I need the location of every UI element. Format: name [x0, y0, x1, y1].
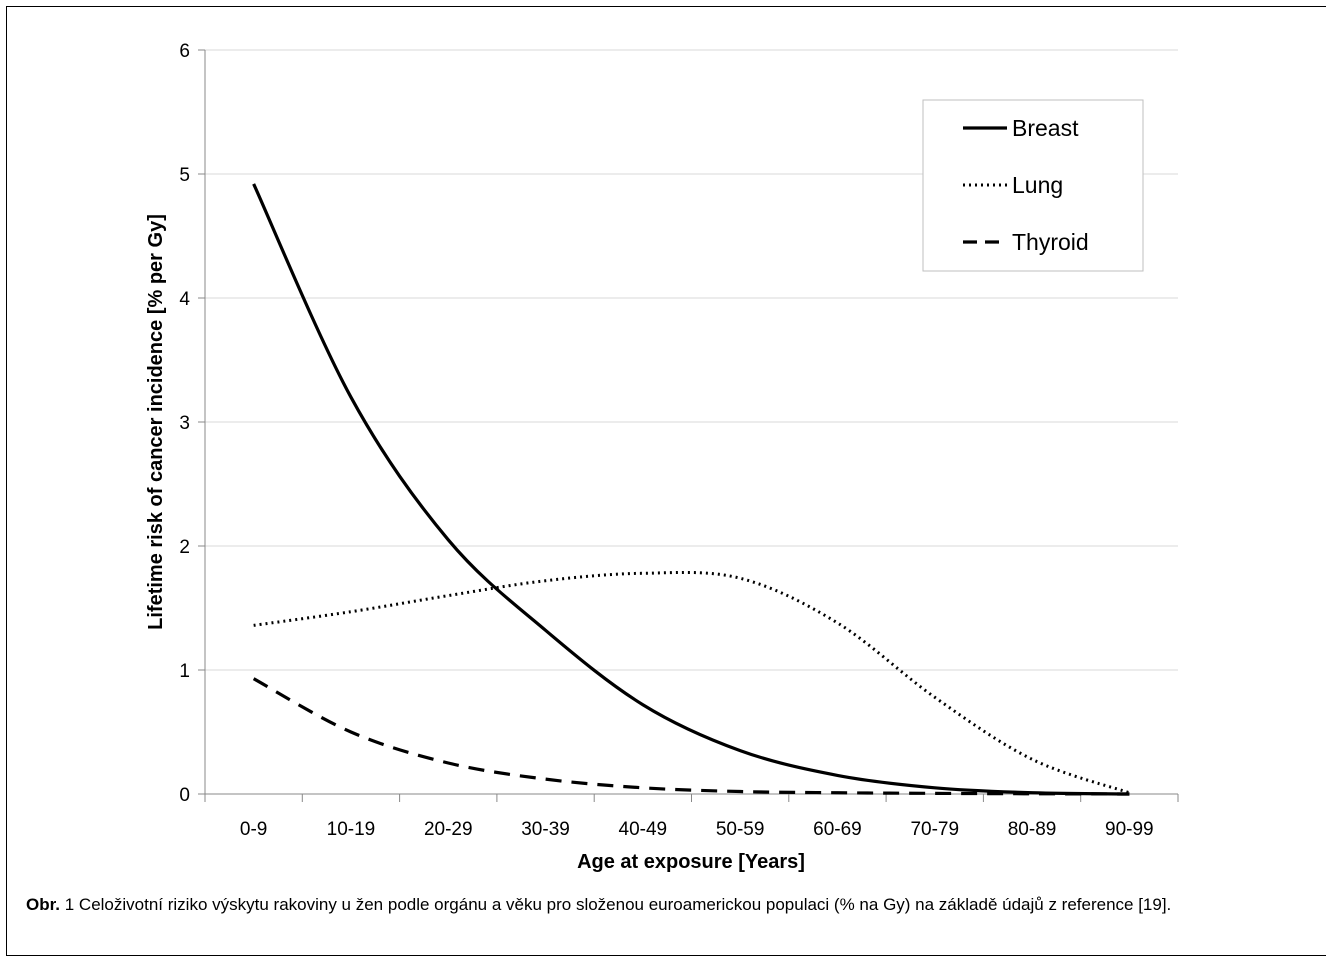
series-line-thyroid	[252, 677, 1130, 796]
legend-label-lung: Lung	[1012, 172, 1063, 198]
y-axis-title: Lifetime risk of cancer incidence [% per…	[145, 214, 167, 630]
x-tick-label: 30-39	[521, 819, 570, 840]
x-tick-label: 0-9	[240, 819, 267, 840]
x-tick-label: 60-69	[813, 819, 862, 840]
gridlines	[205, 49, 1178, 671]
legend-box	[922, 99, 1144, 272]
y-tick-label: 0	[179, 785, 190, 806]
legend-label-breast: Breast	[1012, 115, 1079, 141]
x-tick-label: 70-79	[910, 819, 959, 840]
legend-label-thyroid: Thyroid	[1012, 229, 1089, 255]
x-tick-labels: 0-9 10-19 20-29 30-39 40-49 50-59 60-69 70-79 80…	[240, 819, 1154, 840]
y-tick-label: 5	[179, 165, 190, 186]
caption-label: Obr.	[26, 895, 61, 914]
x-tick-label: 20-29	[424, 819, 473, 840]
caption-text: 1 Celoživotní riziko výskytu rakoviny u …	[60, 895, 1172, 914]
x-axis-title: Age at exposure [Years]	[577, 851, 805, 873]
y-tick-label: 4	[179, 289, 190, 310]
figure-caption: Obr. 1 Celoživotní riziko výskytu rakovi…	[26, 893, 1326, 916]
y-tick-label: 2	[179, 537, 190, 558]
x-tick-label: 10-19	[327, 819, 376, 840]
series-line-lung	[253, 570, 1130, 795]
x-tick-label: 50-59	[716, 819, 765, 840]
figure-frame	[6, 6, 1326, 956]
y-tick-label: 3	[179, 413, 190, 434]
series-lines	[252, 183, 1130, 796]
x-tick-label: 80-89	[1008, 819, 1057, 840]
y-tick-label: 6	[179, 41, 190, 62]
series-line-breast	[252, 183, 1130, 796]
legend: Breast Lung Thyroid	[922, 99, 1144, 272]
x-tick-label: 90-99	[1105, 819, 1154, 840]
y-tick-label: 1	[179, 661, 190, 682]
x-tick-label: 40-49	[619, 819, 668, 840]
y-tick-labels: 0 1 2 3 4 5 6	[179, 41, 190, 806]
